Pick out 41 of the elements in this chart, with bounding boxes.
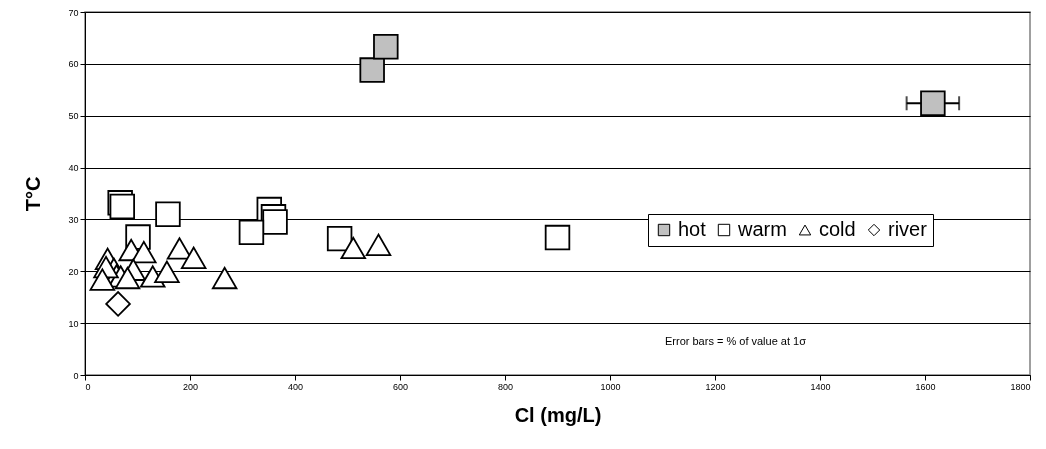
y-tick-label: 20 [68, 266, 79, 277]
y-axis-title: T°C [22, 176, 45, 212]
x-tick-label: 200 [182, 381, 199, 392]
point [114, 266, 141, 290]
point [359, 57, 385, 83]
y-tick-label: 0 [73, 370, 79, 381]
x-tick-label: 800 [497, 381, 514, 392]
x-tick-label: 1200 [705, 381, 726, 392]
point [89, 268, 116, 291]
legend-label: hot [678, 218, 707, 240]
point [154, 260, 180, 283]
point [544, 224, 571, 251]
point [238, 219, 265, 246]
x-tick-label: 1400 [810, 381, 831, 392]
y-tick-label: 50 [68, 111, 79, 122]
x-tick-label: 600 [392, 381, 409, 392]
point [373, 34, 399, 60]
point [211, 266, 238, 290]
legend-label: river [888, 218, 928, 240]
x-tick-label: 1000 [600, 381, 621, 392]
y-tick-label: 40 [68, 163, 79, 174]
point [365, 233, 392, 256]
point [105, 291, 131, 317]
point [340, 236, 367, 260]
y-tick-label: 70 [68, 7, 79, 18]
x-tick-label: 1600 [915, 381, 936, 392]
y-tick-label: 60 [68, 59, 79, 70]
x-axis-title: Cl (mg/L) [514, 403, 602, 426]
legend-label: cold [819, 218, 856, 240]
point [920, 90, 946, 116]
point [180, 246, 207, 269]
y-tick-label: 30 [68, 214, 79, 225]
y-tick-label: 10 [68, 318, 79, 329]
point [131, 240, 157, 264]
x-tick-label: 400 [287, 381, 304, 392]
x-tick-label: 1800 [1010, 381, 1031, 392]
x-tick-label: 0 [85, 381, 91, 392]
legend-label: warm [737, 218, 787, 240]
point [262, 209, 288, 235]
annotation: Error bars = % of value at 1σ [665, 335, 807, 347]
point [155, 201, 181, 227]
